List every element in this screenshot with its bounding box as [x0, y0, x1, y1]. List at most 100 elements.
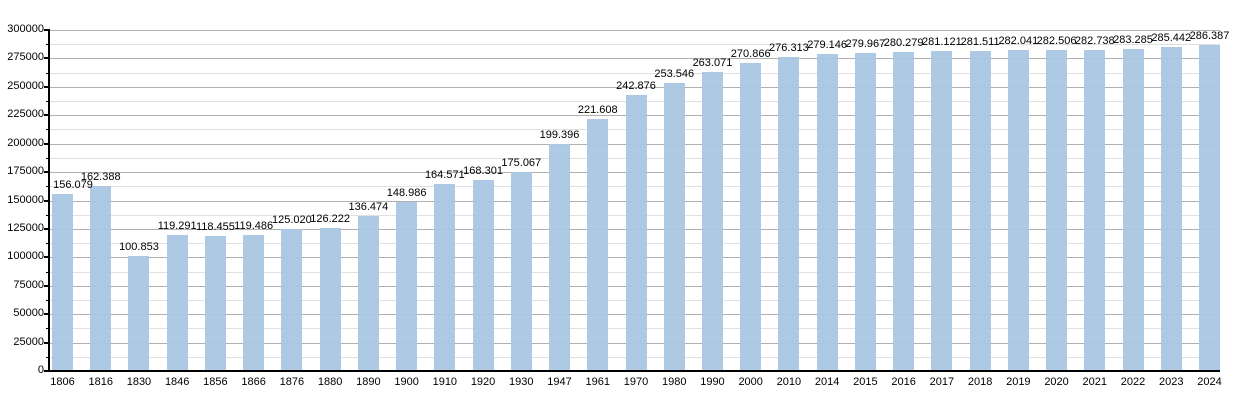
y-axis-tick-label: 275000: [7, 51, 44, 64]
bar-value-label: 270.866: [730, 48, 771, 61]
y-axis-tick-label: 225000: [7, 108, 44, 121]
bar-value-label: 164.571: [424, 168, 465, 181]
bar-1816: [90, 186, 112, 371]
bar-2020: [1046, 49, 1068, 371]
bar-1866: [243, 235, 265, 371]
bar-1900: [396, 201, 418, 371]
bar-1890: [357, 215, 379, 371]
x-axis-tick-label: 1980: [661, 376, 687, 388]
bar-2015: [854, 52, 876, 371]
bar-value-label: 125.020: [272, 213, 312, 226]
bar-value-label: 175.067: [501, 157, 542, 169]
bar-value-label: 136.474: [348, 200, 389, 213]
x-axis-tick-label: 1806: [50, 376, 75, 388]
bar-value-label: 279.967: [845, 37, 886, 50]
bar-1947: [549, 144, 571, 371]
x-axis-tick-label: 2017: [929, 376, 955, 388]
plot-area: 156.079 1806 162.388 1816 100.853 1830 119.291…: [50, 30, 1229, 388]
x-axis-tick-label: 2024: [1197, 376, 1222, 388]
bar-2018: [969, 51, 991, 371]
y-axis-tick-label: 100000: [7, 250, 44, 263]
bar-2010: [778, 56, 800, 371]
x-axis-tick-label: 1930: [509, 376, 534, 388]
y-axis-tick-label: 200000: [7, 136, 44, 149]
y-axis-tick-label: 0: [37, 364, 44, 376]
y-axis-tick-label: 175000: [7, 165, 44, 178]
bar-value-label: 119.291: [157, 220, 197, 233]
x-axis-line: [48, 370, 1220, 372]
x-axis-tick-label: 1866: [241, 376, 266, 388]
x-axis-tick-label: 2016: [891, 376, 916, 388]
y-gridline-minor: [50, 44, 1220, 46]
bar-1910: [434, 183, 456, 371]
x-axis-tick-label: 2014: [814, 376, 840, 388]
bar-2023: [1160, 46, 1182, 371]
bar-value-label: 156.079: [53, 178, 93, 191]
y-axis-tick-label: 125000: [7, 221, 44, 234]
x-axis-tick-label: 2023: [1159, 376, 1184, 388]
y-axis-tick-major: [44, 227, 50, 230]
bar-2017: [931, 51, 953, 371]
y-axis-tick-label: 250000: [7, 79, 44, 92]
y-axis-tick-label: 150000: [7, 193, 44, 206]
bar-value-label: 168.301: [463, 164, 503, 177]
y-axis-tick-major: [44, 171, 50, 174]
x-axis-tick-label: 2020: [1044, 376, 1069, 388]
bar-1961: [587, 119, 609, 371]
bar-value-label: 162.388: [80, 171, 121, 184]
x-axis-tick-label: 1816: [88, 376, 113, 388]
x-axis-tick-label: 1961: [585, 376, 610, 388]
y-gridline-major: [50, 58, 1220, 60]
x-axis-tick-label: 1846: [164, 376, 190, 388]
y-axis-tick-major: [44, 142, 50, 145]
bar-value-label: 285.442: [1151, 31, 1192, 44]
bar-value-label: 279.146: [807, 38, 848, 51]
x-axis-tick-label: 1920: [470, 376, 496, 388]
bar-2016: [893, 52, 915, 371]
bar-value-label: 263.071: [692, 56, 733, 69]
y-axis-tick-label: 50000: [13, 307, 44, 320]
y-axis-tick-label: 75000: [13, 278, 44, 291]
x-axis-tick-label: 1990: [700, 376, 725, 388]
bar-1880: [319, 227, 341, 371]
bar-value-label: 253.546: [654, 67, 695, 80]
x-axis-tick-label: 2015: [853, 376, 878, 388]
bar-1876: [281, 228, 303, 371]
bar-value-label: 126.222: [310, 212, 350, 225]
bar-value-label: 100.853: [119, 241, 159, 254]
x-axis-tick-label: 1880: [317, 376, 343, 388]
bar-2019: [1007, 50, 1029, 371]
bar-value-label: 148.986: [386, 186, 427, 199]
y-axis-tick-major: [44, 85, 50, 88]
y-gridline-major: [50, 86, 1220, 88]
x-axis-tick-label: 1830: [126, 376, 152, 388]
bar-value-label: 282.041: [998, 35, 1039, 48]
bar-value-label: 282.738: [1074, 34, 1115, 47]
x-axis-tick-label: 1890: [356, 376, 381, 388]
y-axis-tick-major: [44, 29, 50, 31]
x-axis-tick-label: 2022: [1120, 376, 1146, 388]
bar-value-label: 221.608: [577, 104, 618, 117]
y-axis-tick-label: 300000: [7, 23, 44, 35]
bar-1970: [625, 94, 647, 371]
bar-1930: [510, 172, 532, 371]
y-axis-tick-major: [44, 256, 50, 259]
bar-value-label: 276.313: [769, 41, 809, 54]
bar-value-label: 281.121: [921, 36, 962, 49]
bar-1856: [204, 236, 226, 371]
x-axis-tick-label: 2019: [1006, 376, 1031, 388]
bar-2022: [1122, 48, 1144, 371]
y-axis-tick-label: 25000: [13, 335, 44, 348]
y-axis-tick-major: [44, 341, 50, 344]
x-axis-tick-label: 1900: [394, 376, 419, 388]
bar-value-label: 281.511: [960, 36, 1000, 49]
bar-2000: [740, 63, 762, 371]
bar-value-label: 283.285: [1113, 33, 1153, 46]
bar-1806: [52, 193, 73, 371]
x-axis-tick-label: 1876: [279, 376, 305, 388]
bar-2024: [1199, 45, 1220, 371]
y-axis-tick-major: [44, 284, 50, 287]
x-axis-tick-label: 2021: [1082, 376, 1108, 388]
x-axis-tick-label: 2018: [967, 376, 993, 388]
